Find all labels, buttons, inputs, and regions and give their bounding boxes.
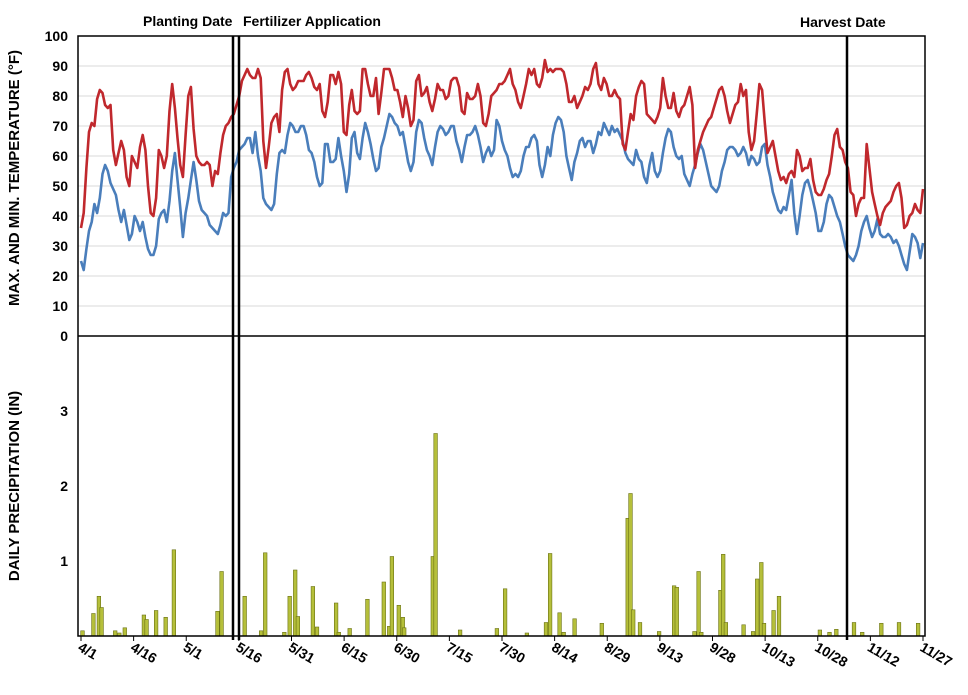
precip-bar	[776, 595, 782, 637]
precip-bar	[741, 624, 746, 637]
x-tick-label: 6/15	[339, 639, 371, 667]
precip-y-tick: 1	[60, 553, 68, 569]
planting-date-annotation: Planting Date	[143, 13, 233, 29]
x-tick-label: 10/28	[812, 639, 851, 670]
precip-bar	[402, 627, 407, 637]
precip-bar	[761, 622, 767, 637]
precip-bar	[295, 616, 301, 637]
precip-bar	[144, 619, 149, 637]
temperature-axis-label: MAX. AND MIN. TEMPERATURE (°F)	[6, 50, 23, 306]
precip-bar	[333, 602, 339, 637]
x-tick-label: 4/16	[128, 639, 160, 667]
precip-bar	[347, 628, 352, 637]
x-tick-label: 7/30	[497, 639, 529, 667]
precip-bar	[457, 629, 463, 637]
precip-bar	[817, 629, 822, 637]
precip-y-tick: 2	[60, 478, 68, 494]
temperature-lines	[79, 58, 925, 272]
temp-y-tick: 50	[52, 178, 68, 194]
precip-bar	[631, 609, 636, 637]
x-tick-label: 5/1	[181, 639, 206, 663]
precip-bar	[215, 610, 220, 637]
temperature-gridlines	[78, 65, 925, 307]
temp-y-tick: 30	[52, 238, 68, 254]
temp-y-tick: 90	[52, 58, 68, 74]
precip-bar	[389, 556, 395, 637]
precip-bar	[755, 578, 760, 637]
x-tick-labels: 4/1 4/16 5/1 5/16 5/31 6/15 6/30 7/15 7/30 8/14 8/…	[76, 639, 956, 670]
precip-bar	[433, 433, 438, 637]
temp-y-tick: 60	[52, 148, 68, 164]
precip-bar	[723, 622, 728, 637]
temp-y-tick: 20	[52, 268, 68, 284]
precip-bar	[122, 627, 127, 637]
precip-bar	[287, 595, 292, 637]
precip-bar	[154, 610, 159, 637]
precip-bar	[674, 586, 679, 637]
plot-frame	[77, 35, 926, 641]
precip-y-tick: 3	[60, 403, 68, 419]
precip-bar	[915, 622, 921, 637]
x-tick-label: 4/1	[76, 639, 101, 663]
precip-bar	[99, 607, 104, 637]
x-tick-label: 9/13	[654, 639, 686, 667]
precip-bar	[365, 598, 370, 637]
precip-bar	[310, 586, 316, 637]
temp-y-tick: 70	[52, 118, 68, 134]
temp-y-tick: 100	[45, 28, 69, 44]
x-tick-label: 11/27	[918, 639, 956, 670]
temp-y-tick: 80	[52, 88, 68, 104]
precip-bar	[696, 571, 701, 637]
precip-bar	[381, 581, 386, 637]
precip-bar	[851, 622, 857, 637]
precip-bar	[637, 622, 643, 637]
x-tick-label: 7/15	[444, 639, 476, 667]
precip-bar	[557, 612, 562, 637]
precip-bar	[163, 616, 168, 637]
temp-y-tick: 40	[52, 208, 68, 224]
x-tick-label: 5/16	[233, 639, 265, 667]
precip-bar	[547, 553, 553, 637]
x-tick-label: 11/12	[865, 639, 903, 670]
x-tick-label: 8/29	[602, 639, 634, 667]
x-tick-label: 5/31	[286, 639, 318, 667]
temp-y-tick: 10	[52, 298, 68, 314]
x-tick-label: 8/14	[549, 639, 581, 667]
y-tick-labels: 0 10 20 30 40 50 60 70 80 90 100 1 2 3	[45, 28, 69, 569]
precip-bar	[879, 622, 884, 637]
precip-bar	[171, 549, 177, 637]
fertilizer-application-annotation: Fertilizer Application	[243, 13, 381, 29]
precip-bar	[502, 588, 508, 637]
precip-bar	[572, 618, 577, 637]
x-tick-label: 9/28	[707, 639, 739, 667]
x-tick-label: 6/30	[391, 639, 423, 667]
min-temperature-line	[79, 112, 925, 272]
precip-bar	[771, 610, 776, 637]
precip-bar	[263, 552, 268, 637]
x-tick-label: 10/13	[760, 639, 799, 670]
precip-bar	[599, 622, 604, 637]
temp-y-tick: 0	[60, 328, 68, 344]
precipitation-bars	[80, 433, 921, 637]
precip-bar	[396, 604, 401, 637]
max-temperature-line	[79, 58, 925, 230]
precip-bar	[494, 628, 500, 637]
precip-bar	[543, 622, 549, 637]
precip-bar	[91, 613, 96, 637]
precip-bar	[219, 571, 224, 637]
precip-bar	[896, 622, 902, 637]
precipitation-axis-label: DAILY PRECIPITATION (IN)	[6, 391, 23, 581]
precip-bar	[314, 626, 320, 637]
precip-bar	[242, 595, 247, 637]
precip-bar	[834, 628, 839, 637]
harvest-date-annotation: Harvest Date	[800, 14, 886, 30]
